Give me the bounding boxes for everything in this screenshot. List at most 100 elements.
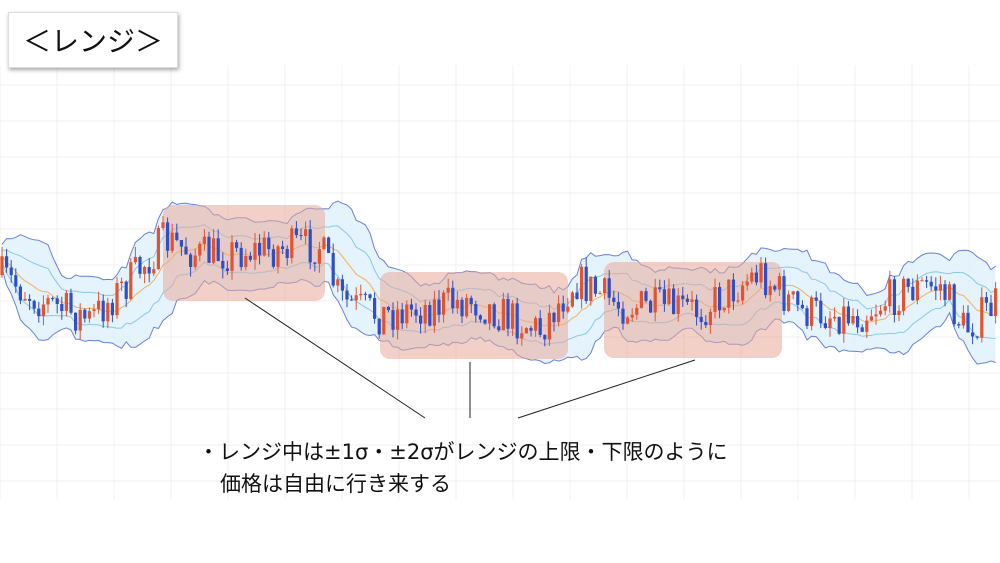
candle [129,262,133,299]
candle [55,298,59,305]
candle [975,336,979,338]
candle [400,309,404,324]
candle [837,316,841,334]
candle [984,297,988,303]
candle [906,278,910,287]
candle [621,308,625,324]
candle [382,306,386,335]
candle [340,279,344,291]
candle [754,272,758,283]
candle [750,272,754,282]
candle [331,252,335,286]
candle [423,304,427,324]
candle [198,243,202,256]
candle [501,298,505,331]
candle [465,297,469,317]
candle [483,319,487,324]
candle [87,311,91,319]
candle [101,300,105,322]
candle [557,303,561,323]
candle [373,298,377,319]
candle [961,312,965,326]
candle [626,317,630,324]
candle [193,255,197,267]
candle [212,238,216,263]
candle [446,287,450,293]
candle [290,228,294,259]
candle [478,315,482,320]
candle [175,232,179,241]
candle [980,297,984,338]
connectors [244,297,696,419]
candle [120,281,124,284]
candle [189,254,193,267]
candle [262,237,266,256]
candle [14,275,18,287]
candle [911,286,915,301]
candle [635,307,639,315]
candle [313,262,317,264]
candle [897,310,901,315]
candle [925,280,929,282]
connector [517,359,696,419]
candle [662,289,666,304]
candle [938,284,942,291]
candle [800,304,804,309]
candle [492,304,496,327]
candle [239,247,243,268]
candle [83,309,87,319]
candle [994,288,998,317]
candle [828,318,832,328]
candle [948,284,952,300]
candle [833,316,837,319]
candle [97,300,101,310]
candle [115,283,119,316]
candle [782,276,786,311]
candle [248,256,252,260]
connector [244,297,426,419]
candle [253,242,257,260]
candle [28,298,32,301]
candlesticks [0,216,998,347]
candle [699,316,703,323]
candle [805,308,809,326]
candle [759,263,763,283]
candle [676,295,680,315]
candle [78,309,82,331]
candle [377,318,381,335]
candle [437,299,441,315]
candle [405,304,409,324]
candle [276,246,280,267]
candle [538,318,542,335]
candle [363,293,367,295]
candle [368,294,372,299]
candle [37,308,41,317]
candle [345,290,349,300]
candle [304,229,308,237]
candle [543,334,547,340]
candle [534,318,538,331]
candle [391,310,395,330]
slide-title: ＜レンジ＞ [8,12,178,68]
candle [561,303,565,312]
range-box [604,262,782,358]
candle [787,294,791,311]
candle [603,278,607,294]
candle [5,256,9,268]
candle [607,278,611,298]
candle [51,298,55,300]
candle [267,237,271,250]
candle [350,299,354,301]
candle [892,279,896,315]
candle [161,222,165,228]
candle [442,292,446,315]
candle [658,287,662,290]
candle [506,298,510,329]
candle [322,237,326,250]
candle [0,256,4,275]
candle [741,285,745,301]
candle [386,306,390,311]
candle [432,299,436,326]
